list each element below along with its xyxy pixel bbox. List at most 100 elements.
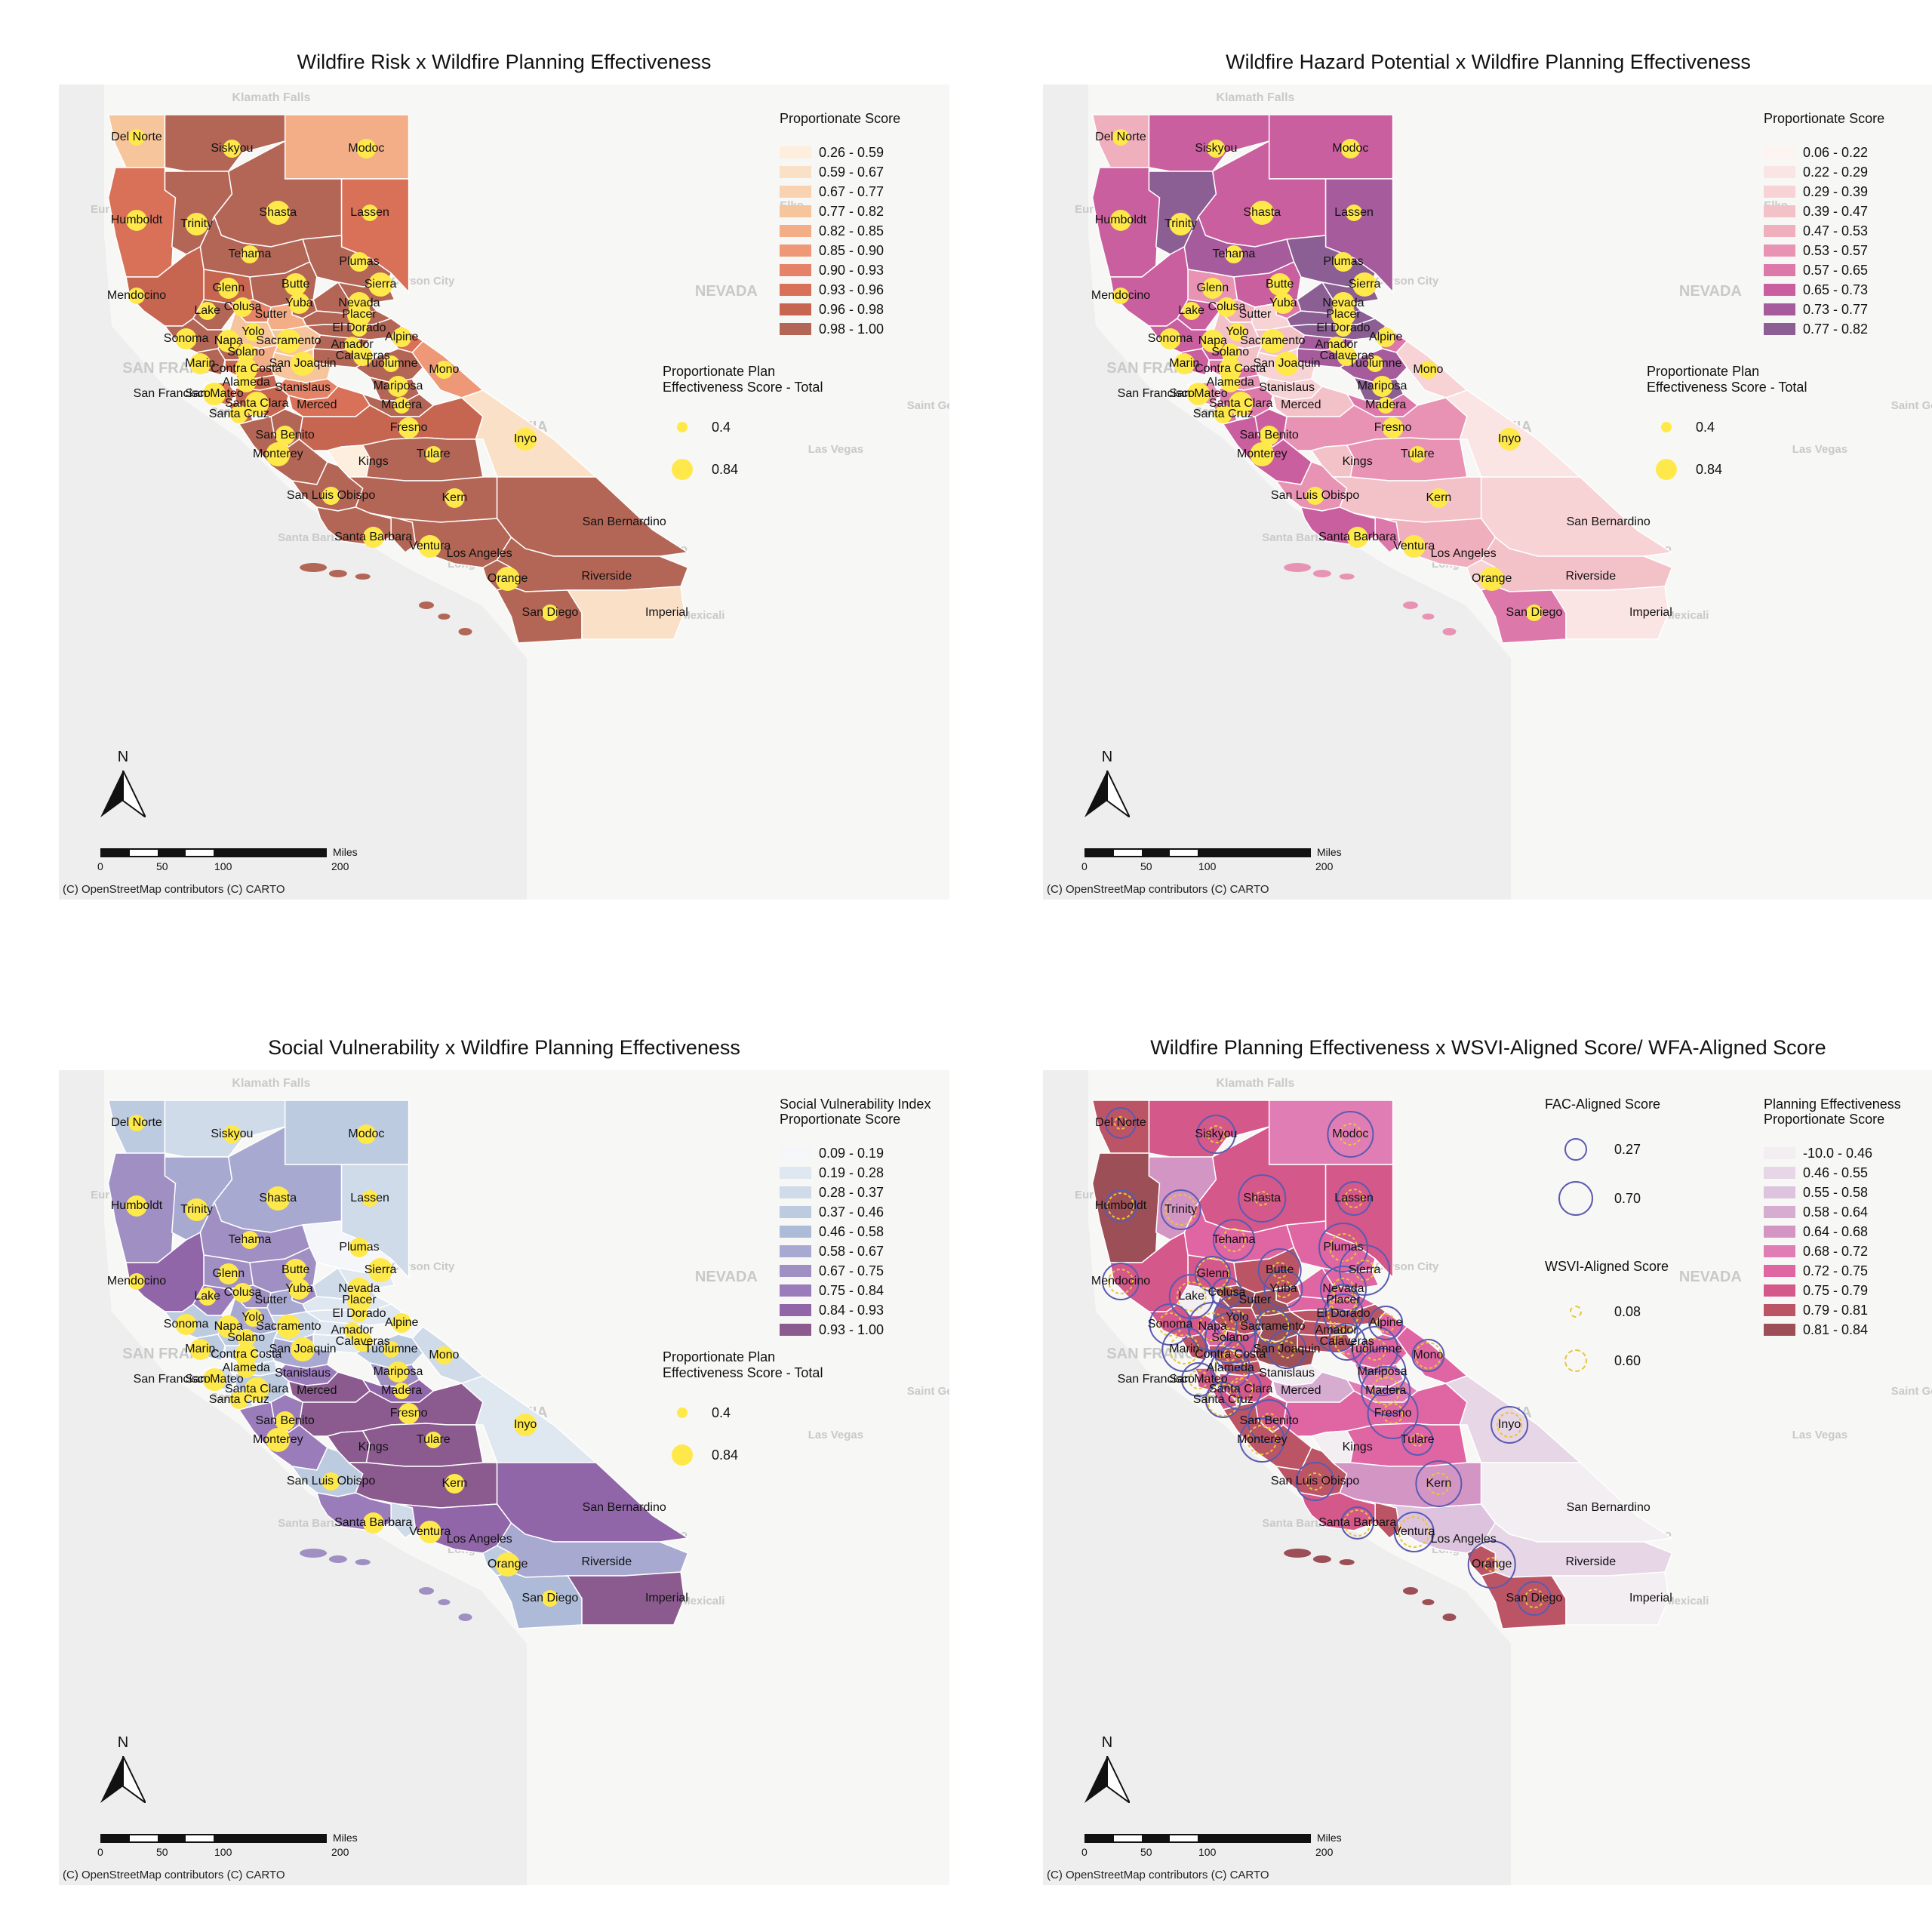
map-frame[interactable]: Klamath FallsEurekaElkoNEVADASAN FRANCIS… — [1043, 85, 1932, 900]
fac-aligned-ring[interactable] — [1320, 1266, 1367, 1312]
wsvi-aligned-ring[interactable] — [1343, 1509, 1371, 1537]
plan-effectiveness-dot[interactable] — [189, 353, 211, 374]
plan-effectiveness-dot[interactable] — [347, 303, 371, 327]
wsvi-aligned-ring[interactable] — [1398, 1516, 1430, 1548]
fac-aligned-ring[interactable] — [1358, 1348, 1407, 1396]
plan-effectiveness-dot[interactable] — [1268, 273, 1291, 296]
plan-effectiveness-dot[interactable] — [217, 278, 239, 299]
plan-effectiveness-dot[interactable] — [418, 535, 441, 558]
fac-aligned-ring[interactable] — [1267, 1330, 1307, 1369]
plan-effectiveness-dot[interactable] — [245, 1377, 269, 1401]
plan-effectiveness-dot[interactable] — [1346, 205, 1363, 221]
wsvi-aligned-ring[interactable] — [1158, 1312, 1183, 1337]
plan-effectiveness-dot[interactable] — [392, 1313, 412, 1333]
plan-effectiveness-dot[interactable] — [349, 1238, 369, 1257]
plan-effectiveness-dot[interactable] — [1229, 392, 1254, 416]
wsvi-aligned-ring[interactable] — [1524, 1589, 1544, 1608]
plan-effectiveness-dot[interactable] — [1335, 320, 1352, 337]
plan-effectiveness-dot[interactable] — [291, 1337, 315, 1361]
plan-effectiveness-dot[interactable] — [1112, 288, 1129, 304]
plan-effectiveness-dot[interactable] — [1409, 446, 1426, 463]
plan-effectiveness-dot[interactable] — [435, 1346, 454, 1364]
plan-effectiveness-dot[interactable] — [198, 1287, 217, 1306]
plan-effectiveness-dot[interactable] — [128, 1273, 145, 1290]
plan-effectiveness-dot[interactable] — [1182, 302, 1201, 320]
plan-effectiveness-dot[interactable] — [1331, 303, 1355, 327]
wsvi-aligned-ring[interactable] — [1411, 1433, 1425, 1447]
plan-effectiveness-dot[interactable] — [1217, 297, 1237, 317]
plan-effectiveness-dot[interactable] — [418, 1521, 441, 1543]
fac-aligned-ring[interactable] — [1105, 1107, 1137, 1139]
plan-effectiveness-dot[interactable] — [541, 605, 558, 621]
fac-aligned-ring[interactable] — [1340, 1506, 1374, 1540]
wsvi-aligned-ring[interactable] — [1306, 1472, 1324, 1491]
plan-effectiveness-dot[interactable] — [1201, 330, 1224, 352]
fac-aligned-ring[interactable] — [1263, 1269, 1303, 1309]
wsvi-aligned-ring[interactable] — [1376, 1313, 1396, 1333]
plan-effectiveness-dot[interactable] — [1382, 417, 1404, 438]
fac-aligned-ring[interactable] — [1491, 1406, 1529, 1444]
plan-effectiveness-dot[interactable] — [266, 1428, 291, 1452]
plan-effectiveness-dot[interactable] — [321, 1472, 340, 1491]
plan-effectiveness-dot[interactable] — [351, 1306, 368, 1322]
wsvi-aligned-ring[interactable] — [1169, 1334, 1200, 1364]
wsvi-aligned-ring[interactable] — [1220, 1286, 1234, 1300]
fac-aligned-ring[interactable] — [1327, 1284, 1360, 1317]
plan-effectiveness-dot[interactable] — [244, 323, 263, 341]
fac-aligned-ring[interactable] — [1247, 1399, 1291, 1443]
plan-effectiveness-dot[interactable] — [126, 210, 147, 231]
fac-aligned-ring[interactable] — [1361, 1366, 1411, 1416]
wsvi-aligned-ring[interactable] — [1189, 1370, 1208, 1389]
plan-effectiveness-dot[interactable] — [232, 297, 253, 317]
plan-effectiveness-dot[interactable] — [128, 288, 145, 304]
wsvi-aligned-ring[interactable] — [1414, 1342, 1442, 1369]
plan-effectiveness-dot[interactable] — [1402, 535, 1426, 558]
fac-aligned-ring[interactable] — [1238, 1174, 1287, 1223]
plan-effectiveness-dot[interactable] — [1259, 426, 1279, 445]
plan-effectiveness-dot[interactable] — [352, 346, 373, 366]
wsvi-aligned-ring[interactable] — [1176, 1281, 1207, 1312]
plan-effectiveness-dot[interactable] — [1159, 328, 1181, 349]
county-imperial[interactable] — [1550, 1571, 1669, 1626]
plan-effectiveness-dot[interactable] — [361, 1190, 379, 1207]
county-modoc[interactable] — [284, 1100, 410, 1165]
fac-aligned-ring[interactable] — [1393, 1512, 1435, 1552]
plan-effectiveness-dot[interactable] — [217, 330, 240, 352]
plan-effectiveness-dot[interactable] — [1367, 355, 1384, 372]
fac-aligned-ring[interactable] — [1295, 1462, 1335, 1501]
plan-effectiveness-dot[interactable] — [351, 320, 368, 337]
wsvi-aligned-ring[interactable] — [1339, 1123, 1362, 1146]
fac-aligned-ring[interactable] — [1204, 1312, 1257, 1364]
wsvi-aligned-ring[interactable] — [1371, 1377, 1401, 1405]
plan-effectiveness-dot[interactable] — [1207, 140, 1226, 158]
fac-aligned-ring[interactable] — [1160, 1189, 1201, 1230]
plan-effectiveness-dot[interactable] — [362, 527, 384, 548]
plan-effectiveness-dot[interactable] — [288, 1278, 310, 1300]
plan-effectiveness-dot[interactable] — [361, 205, 379, 221]
plan-effectiveness-dot[interactable] — [514, 428, 537, 451]
plan-effectiveness-dot[interactable] — [1429, 488, 1449, 508]
plan-effectiveness-dot[interactable] — [435, 361, 454, 379]
fac-aligned-ring[interactable] — [1467, 1540, 1516, 1589]
plan-effectiveness-dot[interactable] — [240, 1231, 259, 1249]
fac-aligned-ring[interactable] — [1196, 1115, 1236, 1154]
wsvi-aligned-ring[interactable] — [1114, 1116, 1128, 1130]
plan-effectiveness-dot[interactable] — [217, 1263, 239, 1284]
plan-effectiveness-dot[interactable] — [1272, 293, 1294, 314]
wsvi-aligned-ring[interactable] — [1256, 1310, 1290, 1343]
wsvi-aligned-ring[interactable] — [1334, 1329, 1360, 1355]
plan-effectiveness-dot[interactable] — [1525, 605, 1543, 621]
plan-effectiveness-dot[interactable] — [185, 1198, 208, 1221]
wsvi-aligned-ring[interactable] — [1274, 1280, 1293, 1298]
plan-effectiveness-dot[interactable] — [223, 1125, 242, 1143]
wsvi-aligned-ring[interactable] — [1164, 1194, 1197, 1226]
fac-aligned-ring[interactable] — [1187, 1302, 1238, 1352]
county-imperial[interactable] — [566, 1571, 685, 1626]
plan-effectiveness-dot[interactable] — [398, 1403, 420, 1424]
plan-effectiveness-dot[interactable] — [1169, 213, 1192, 235]
map-frame[interactable]: Klamath FallsEurekaElkoNEVADASAN FRANCIS… — [1043, 1070, 1932, 1885]
plan-effectiveness-dot[interactable] — [223, 140, 242, 158]
plan-effectiveness-dot[interactable] — [1260, 329, 1285, 353]
fac-aligned-ring[interactable] — [1401, 1424, 1434, 1456]
fac-aligned-ring[interactable] — [1220, 1368, 1263, 1411]
